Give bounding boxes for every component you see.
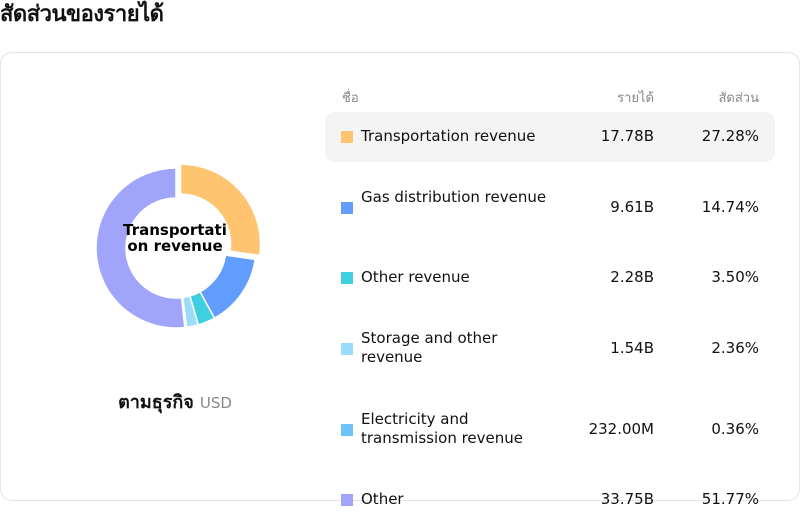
donut-segment[interactable]: [179, 163, 262, 257]
table-row[interactable]: Gas distribution revenue 9.61B 14.74%: [325, 172, 775, 243]
legend-swatch: [341, 272, 353, 284]
row-revenue: 1.54B: [610, 338, 654, 357]
row-share: 0.36%: [711, 419, 759, 438]
table-row[interactable]: Other 33.75B 51.77%: [325, 475, 775, 525]
row-name: Other: [361, 490, 404, 508]
legend-swatch: [341, 201, 353, 214]
caption-segment: ตามธุรกิจ: [118, 392, 194, 413]
row-revenue: 2.28B: [610, 268, 654, 286]
row-share: 27.28%: [701, 127, 759, 145]
row-revenue: 9.61B: [610, 197, 654, 216]
row-share: 2.36%: [711, 338, 759, 357]
row-share: 14.74%: [701, 197, 759, 216]
row-name: Other revenue: [361, 268, 470, 286]
table-header: ชื่อ รายได้ สัดส่วน: [325, 80, 775, 112]
caption-currency: USD: [199, 394, 232, 412]
row-name: Transportation revenue: [361, 127, 536, 145]
row-name: Storage and other revenue: [361, 328, 498, 366]
column-header-share: สัดส่วน: [718, 91, 760, 106]
row-revenue: 232.00M: [588, 419, 654, 438]
donut-center-label: Transportation revenue: [123, 221, 227, 255]
row-name: Electricity and transmission revenue: [361, 409, 524, 447]
table-row[interactable]: Transportation revenue 17.78B 27.28%: [325, 112, 775, 162]
donut-chart-svg: [95, 163, 262, 329]
table-row[interactable]: Storage and other revenue 1.54B 2.36%: [325, 313, 775, 384]
legend-swatch: [341, 131, 353, 143]
table-row[interactable]: Electricity and transmission revenue 232.…: [325, 394, 775, 465]
legend-swatch: [341, 494, 353, 506]
row-share: 3.50%: [711, 268, 759, 286]
column-header-name: ชื่อ: [342, 91, 359, 106]
legend-swatch: [341, 423, 353, 436]
column-header-revenue: รายได้: [617, 91, 654, 106]
donut-chart: Transportation revenue ตามธุรกิจ USD: [0, 163, 350, 416]
legend-swatch: [341, 342, 353, 355]
revenue-table: ชื่อ รายได้ สัดส่วน Transportation reven…: [325, 80, 775, 525]
row-revenue: 17.78B: [600, 127, 654, 145]
donut-caption: ตามธุรกิจ USD: [0, 387, 350, 416]
row-share: 51.77%: [701, 490, 759, 508]
page-title: สัดส่วนของรายได้: [0, 2, 164, 27]
row-revenue: 33.75B: [600, 490, 654, 508]
row-name: Gas distribution revenue: [361, 187, 547, 206]
table-row[interactable]: Other revenue 2.28B 3.50%: [325, 253, 775, 303]
donut-segment[interactable]: [95, 167, 186, 329]
